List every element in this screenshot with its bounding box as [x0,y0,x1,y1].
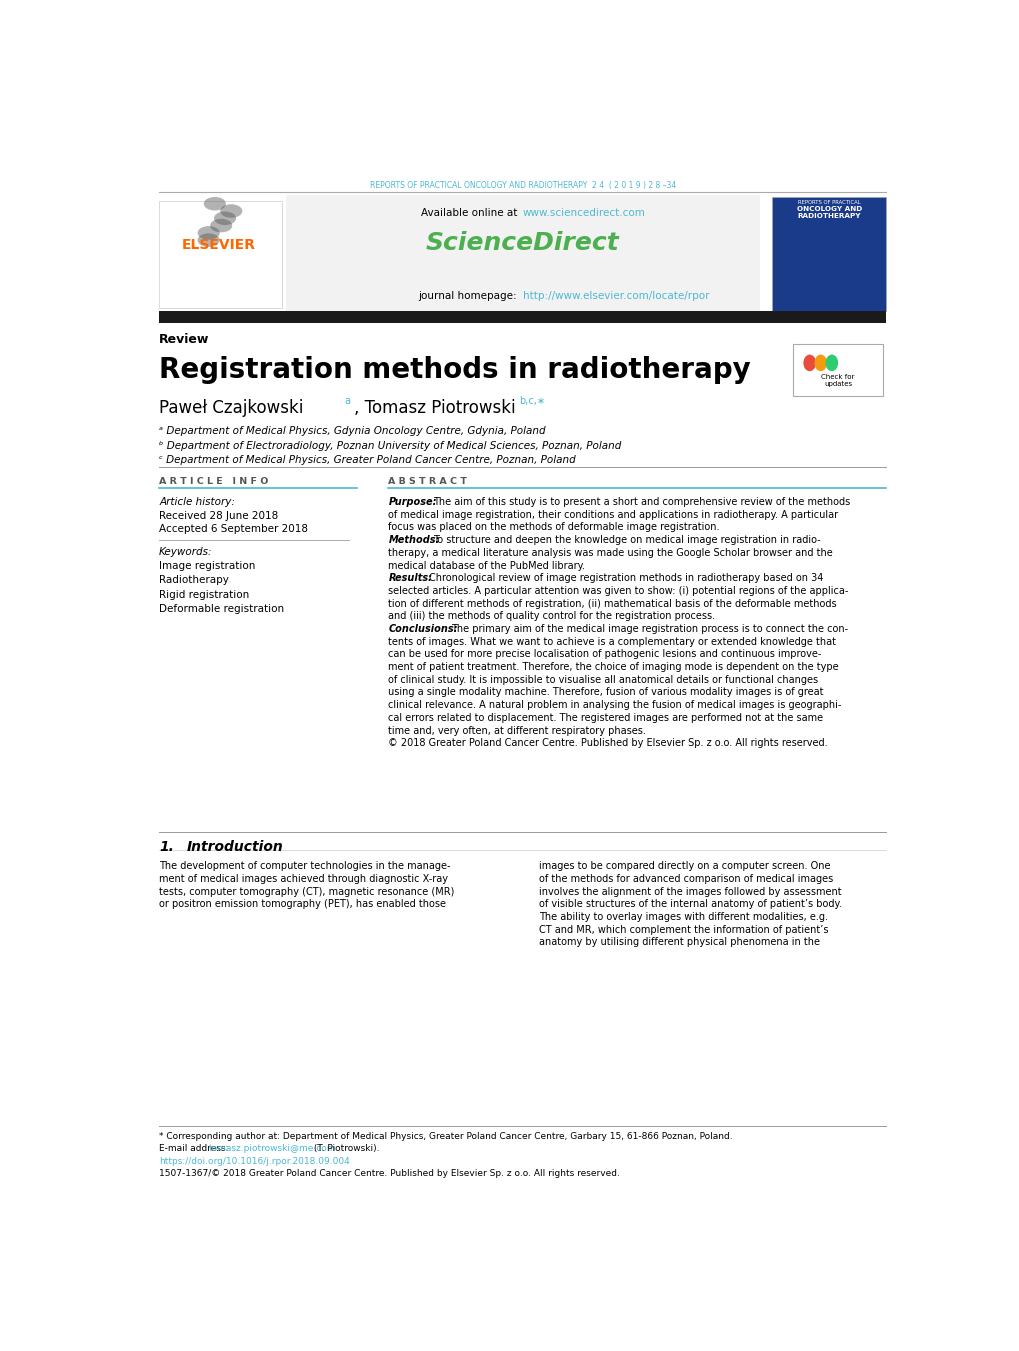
Text: Paweł Czajkowski: Paweł Czajkowski [159,400,304,417]
Text: Introduction: Introduction [186,840,283,854]
Text: ment of medical images achieved through diagnostic X-ray: ment of medical images achieved through … [159,874,447,884]
Text: 1.: 1. [159,840,174,854]
Text: Registration methods in radiotherapy: Registration methods in radiotherapy [159,355,750,384]
Text: RADIOTHERAPY: RADIOTHERAPY [797,213,860,219]
Text: or positron emission tomography (PET), has enabled those: or positron emission tomography (PET), h… [159,900,445,909]
Text: therapy, a medical literature analysis was made using the Google Scholar browser: therapy, a medical literature analysis w… [388,549,833,558]
Text: b,c,∗: b,c,∗ [519,396,544,407]
Text: 1507-1367/© 2018 Greater Poland Cancer Centre. Published by Elsevier Sp. z o.o. : 1507-1367/© 2018 Greater Poland Cancer C… [159,1169,620,1178]
Text: tomasz.piotrowski@me.com: tomasz.piotrowski@me.com [209,1144,336,1154]
Text: anatomy by utilising different physical phenomena in the: anatomy by utilising different physical … [538,938,818,947]
Text: Deformable registration: Deformable registration [159,604,284,615]
Text: of medical image registration, their conditions and applications in radiotherapy: of medical image registration, their con… [388,509,838,520]
Text: ELSEVIER: ELSEVIER [181,238,255,253]
Text: Review: Review [159,332,209,346]
Text: tion of different methods of registration, (ii) mathematical basis of the deform: tion of different methods of registratio… [388,598,837,608]
Text: time and, very often, at different respiratory phases.: time and, very often, at different respi… [388,725,646,735]
Text: ᶜ Department of Medical Physics, Greater Poland Cancer Centre, Poznan, Poland: ᶜ Department of Medical Physics, Greater… [159,455,576,466]
Text: clinical relevance. A natural problem in analysing the fusion of medical images : clinical relevance. A natural problem in… [388,700,841,711]
Text: www.sciencedirect.com: www.sciencedirect.com [522,208,645,218]
FancyBboxPatch shape [159,311,886,323]
Circle shape [824,354,838,372]
Circle shape [813,354,826,372]
Ellipse shape [198,234,219,247]
Text: focus was placed on the methods of deformable image registration.: focus was placed on the methods of defor… [388,523,719,532]
Text: http://www.elsevier.com/locate/rpor: http://www.elsevier.com/locate/rpor [522,290,708,301]
Text: Keywords:: Keywords: [159,547,212,557]
Text: ScienceDirect: ScienceDirect [426,231,619,255]
Text: of clinical study. It is impossible to visualise all anatomical details or funct: of clinical study. It is impossible to v… [388,674,817,685]
Text: Article history:: Article history: [159,497,234,507]
Text: Conclusions:: Conclusions: [388,624,458,634]
Text: , Tomasz Piotrowski: , Tomasz Piotrowski [354,400,516,417]
Text: ᵃ Department of Medical Physics, Gdynia Oncology Centre, Gdynia, Poland: ᵃ Department of Medical Physics, Gdynia … [159,427,545,436]
Text: The development of computer technologies in the manage-: The development of computer technologies… [159,861,450,871]
Text: Chronological review of image registration methods in radiotherapy based on 34: Chronological review of image registrati… [428,573,822,584]
Text: and (iii) the methods of quality control for the registration process.: and (iii) the methods of quality control… [388,611,714,621]
Ellipse shape [210,219,232,232]
Text: (T. Piotrowski).: (T. Piotrowski). [311,1144,379,1154]
Text: The aim of this study is to present a short and comprehensive review of the meth: The aim of this study is to present a sh… [433,497,850,507]
Text: Accepted 6 September 2018: Accepted 6 September 2018 [159,524,308,534]
Text: tests, computer tomography (CT), magnetic resonance (MR): tests, computer tomography (CT), magneti… [159,886,454,897]
Text: can be used for more precise localisation of pathogenic lesions and continuous i: can be used for more precise localisatio… [388,650,821,659]
Text: E-mail address:: E-mail address: [159,1144,231,1154]
Text: CT and MR, which complement the information of patient’s: CT and MR, which complement the informat… [538,924,827,935]
Text: Check for
updates: Check for updates [820,374,854,388]
Ellipse shape [198,226,219,239]
Text: tents of images. What we want to achieve is a complementary or extended knowledg: tents of images. What we want to achieve… [388,636,836,647]
Text: * Corresponding author at: Department of Medical Physics, Greater Poland Cancer : * Corresponding author at: Department of… [159,1132,732,1140]
Ellipse shape [220,204,243,218]
Text: journal homepage:: journal homepage: [418,290,520,301]
Text: Results:: Results: [388,573,432,584]
FancyBboxPatch shape [793,345,882,396]
Text: REPORTS OF PRACTICAL: REPORTS OF PRACTICAL [798,200,860,204]
FancyBboxPatch shape [771,197,886,311]
Text: To structure and deepen the knowledge on medical image registration in radio-: To structure and deepen the knowledge on… [432,535,819,546]
Text: medical database of the PubMed library.: medical database of the PubMed library. [388,561,585,570]
Text: REPORTS OF PRACTICAL ONCOLOGY AND RADIOTHERAPY  2 4  ( 2 0 1 9 ) 2 8 –34: REPORTS OF PRACTICAL ONCOLOGY AND RADIOT… [369,181,676,190]
Text: a: a [343,396,350,407]
Text: Available online at: Available online at [421,208,520,218]
Text: of visible structures of the internal anatomy of patient’s body.: of visible structures of the internal an… [538,900,841,909]
Text: involves the alignment of the images followed by assessment: involves the alignment of the images fol… [538,886,841,897]
Text: selected articles. A particular attention was given to show: (i) potential regio: selected articles. A particular attentio… [388,586,848,596]
Text: The ability to overlay images with different modalities, e.g.: The ability to overlay images with diffe… [538,912,826,921]
Text: © 2018 Greater Poland Cancer Centre. Published by Elsevier Sp. z o.o. All rights: © 2018 Greater Poland Cancer Centre. Pub… [388,738,827,748]
Text: of the methods for advanced comparison of medical images: of the methods for advanced comparison o… [538,874,832,884]
Text: Image registration: Image registration [159,561,255,570]
Text: Methods:: Methods: [388,535,439,546]
Text: cal errors related to displacement. The registered images are performed not at t: cal errors related to displacement. The … [388,713,822,723]
Text: Radiotherapy: Radiotherapy [159,576,229,585]
FancyBboxPatch shape [159,200,281,308]
Ellipse shape [214,212,235,226]
Circle shape [803,354,815,372]
Text: using a single modality machine. Therefore, fusion of various modality images is: using a single modality machine. Therefo… [388,688,823,697]
Text: images to be compared directly on a computer screen. One: images to be compared directly on a comp… [538,861,829,871]
Text: https://doi.org/10.1016/j.rpor.2018.09.004: https://doi.org/10.1016/j.rpor.2018.09.0… [159,1156,350,1166]
Text: ment of patient treatment. Therefore, the choice of imaging mode is dependent on: ment of patient treatment. Therefore, th… [388,662,839,671]
Text: ONCOLOGY AND: ONCOLOGY AND [796,205,861,212]
Text: Purpose:: Purpose: [388,497,436,507]
Text: A B S T R A C T: A B S T R A C T [388,477,467,486]
Text: Received 28 June 2018: Received 28 June 2018 [159,511,278,520]
FancyBboxPatch shape [285,196,759,313]
Text: Rigid registration: Rigid registration [159,589,249,600]
Text: A R T I C L E   I N F O: A R T I C L E I N F O [159,477,268,486]
Text: ᵇ Department of Electroradiology, Poznan University of Medical Sciences, Poznan,: ᵇ Department of Electroradiology, Poznan… [159,440,621,451]
Ellipse shape [204,197,225,211]
Text: The primary aim of the medical image registration process is to connect the con-: The primary aim of the medical image reg… [450,624,847,634]
